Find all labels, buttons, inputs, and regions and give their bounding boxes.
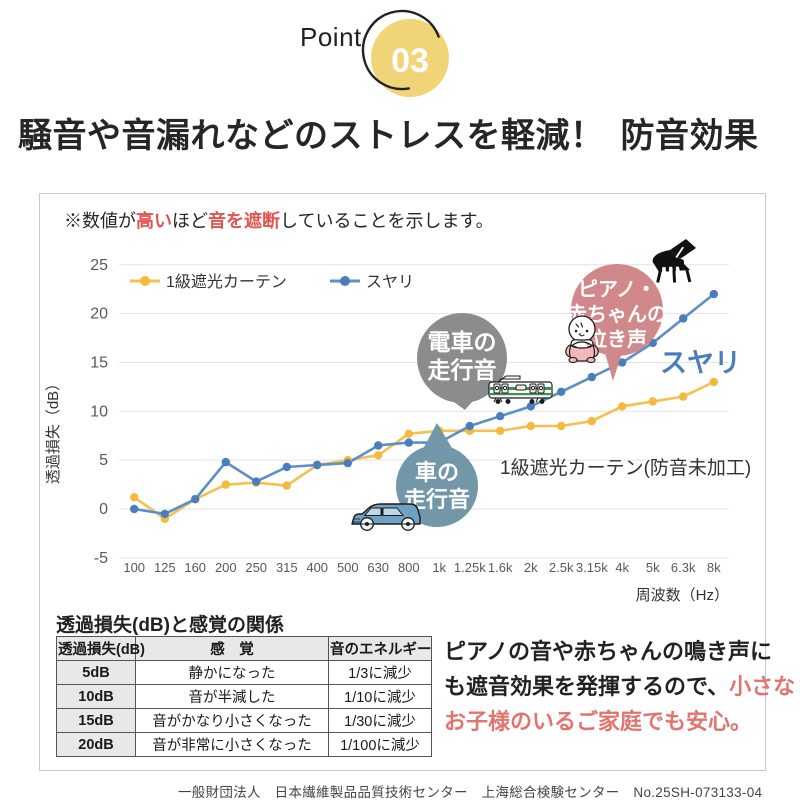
svg-text:-5: -5 bbox=[94, 550, 108, 567]
svg-text:電車の: 電車の bbox=[428, 329, 497, 355]
svg-text:400: 400 bbox=[306, 560, 328, 575]
svg-text:5: 5 bbox=[99, 452, 108, 469]
svg-text:ピアノ・: ピアノ・ bbox=[578, 278, 656, 301]
svg-text:スヤリ: スヤリ bbox=[660, 348, 741, 378]
svg-text:車の: 車の bbox=[415, 460, 459, 485]
svg-text:8k: 8k bbox=[707, 560, 721, 575]
svg-text:200: 200 bbox=[215, 560, 237, 575]
svg-text:1.25k: 1.25k bbox=[454, 560, 486, 575]
svg-text:15: 15 bbox=[90, 355, 108, 372]
svg-text:630: 630 bbox=[367, 560, 389, 575]
svg-text:160: 160 bbox=[184, 560, 206, 575]
svg-text:5k: 5k bbox=[646, 560, 660, 575]
svg-text:1k: 1k bbox=[432, 560, 446, 575]
svg-text:6.3k: 6.3k bbox=[671, 560, 696, 575]
svg-text:800: 800 bbox=[398, 560, 420, 575]
svg-text:25: 25 bbox=[90, 257, 108, 274]
svg-text:4k: 4k bbox=[615, 560, 629, 575]
svg-text:20: 20 bbox=[90, 306, 108, 323]
svg-text:周波数（Hz）: 周波数（Hz） bbox=[636, 587, 729, 604]
svg-text:100: 100 bbox=[123, 560, 145, 575]
svg-text:透過損失（dB）: 透過損失（dB） bbox=[45, 376, 62, 484]
svg-text:2.5k: 2.5k bbox=[549, 560, 574, 575]
svg-text:250: 250 bbox=[245, 560, 267, 575]
svg-text:1.6k: 1.6k bbox=[488, 560, 513, 575]
svg-text:スヤリ: スヤリ bbox=[366, 274, 414, 291]
svg-text:1級遮光カーテン: 1級遮光カーテン bbox=[166, 273, 287, 291]
svg-text:1級遮光カーテン(防音未加工): 1級遮光カーテン(防音未加工) bbox=[500, 457, 751, 479]
svg-text:2k: 2k bbox=[524, 560, 538, 575]
svg-text:125: 125 bbox=[154, 560, 176, 575]
svg-text:500: 500 bbox=[337, 560, 359, 575]
svg-text:315: 315 bbox=[276, 560, 298, 575]
svg-text:0: 0 bbox=[99, 501, 108, 518]
svg-text:3.15k: 3.15k bbox=[576, 560, 608, 575]
svg-text:10: 10 bbox=[90, 403, 108, 420]
